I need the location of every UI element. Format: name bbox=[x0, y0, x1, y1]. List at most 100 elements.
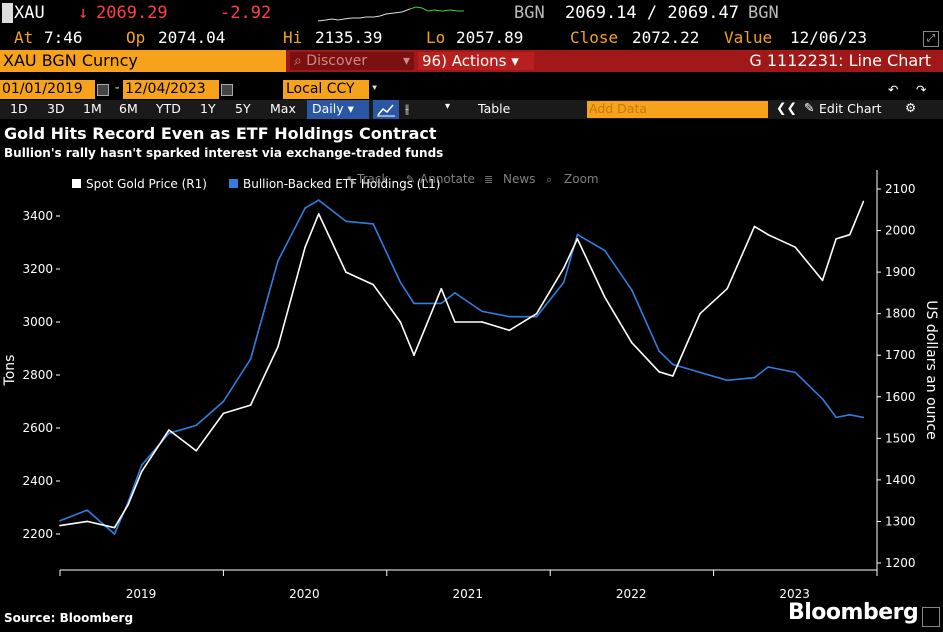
track-icon[interactable]: ⬉ bbox=[346, 173, 355, 186]
security-text: XAU BGN Curncy bbox=[3, 51, 138, 70]
table-button[interactable]: Table bbox=[478, 101, 511, 116]
period-1y[interactable]: 1Y bbox=[200, 101, 216, 116]
low-label: Lo bbox=[426, 28, 446, 47]
etf-holdings-point bbox=[140, 464, 143, 466]
etf-holdings-point bbox=[753, 376, 756, 379]
track-button[interactable]: Track bbox=[356, 172, 388, 186]
gold-price-point bbox=[168, 429, 170, 431]
etf-holdings-point bbox=[399, 281, 402, 284]
etf-holdings-point bbox=[249, 358, 252, 360]
etf-holdings-point bbox=[794, 371, 797, 374]
menu-toggle-icon[interactable] bbox=[2, 3, 13, 23]
x-tick-label: 2020 bbox=[289, 587, 320, 601]
news-button[interactable]: News bbox=[503, 172, 535, 186]
zoom-button[interactable]: Zoom bbox=[564, 172, 599, 186]
net-change: -2.92 bbox=[220, 3, 272, 23]
etf-holdings-point bbox=[277, 260, 279, 262]
chart-title: G 1112231: Line Chart bbox=[749, 51, 931, 70]
ticker-symbol[interactable]: XAU bbox=[14, 3, 45, 23]
add-data-placeholder: Add Data bbox=[589, 101, 648, 116]
right-tick-label: 1600 bbox=[885, 390, 916, 404]
etf-holdings-point bbox=[440, 302, 443, 305]
candlestick-icon[interactable]: ⫲ bbox=[405, 101, 410, 116]
etf-holdings-point bbox=[481, 310, 483, 313]
chart-overlay-menu: ⬉ Track ✎ Annotate ≣ News ⌕ Zoom bbox=[346, 172, 599, 186]
right-tick-label: 1200 bbox=[885, 556, 916, 570]
edit-chart-button[interactable]: Edit Chart bbox=[819, 101, 882, 116]
gold-price-point bbox=[304, 246, 306, 248]
etf-holdings-point bbox=[576, 233, 579, 236]
discover-button[interactable]: ⌕ Discover ▾ bbox=[290, 52, 414, 70]
frequency-select[interactable]: Daily ▾ bbox=[307, 100, 369, 119]
legend-gold-label: Spot Gold Price (R1) bbox=[86, 177, 207, 191]
redo-icon[interactable]: ↷ bbox=[916, 82, 927, 97]
period-1m[interactable]: 1M bbox=[83, 101, 102, 116]
gold-price-point bbox=[440, 287, 443, 290]
left-tick-label: 3200 bbox=[22, 262, 53, 276]
security-field[interactable]: XAU BGN Curncy bbox=[0, 50, 286, 72]
chevron-down-icon: ▾ bbox=[402, 53, 410, 69]
bid-ask: 2069.14 / 2069.47 bbox=[565, 3, 739, 23]
gold-price-point bbox=[535, 312, 538, 315]
right-axis: 1200 1300 1400 1500 1600 1700 1800 1900 2000 2100 bbox=[876, 170, 916, 570]
add-data-input[interactable]: Add Data bbox=[587, 101, 768, 118]
collapse-icon[interactable]: ❮❮ bbox=[776, 100, 797, 115]
etf-holdings-point bbox=[317, 199, 320, 201]
chevron-down-icon[interactable]: ▾ bbox=[445, 101, 451, 112]
value-label: Value bbox=[724, 28, 773, 47]
high-label: Hi bbox=[283, 28, 303, 47]
currency-select[interactable]: Local CCY bbox=[283, 80, 369, 99]
resize-icon[interactable]: ⤢ bbox=[923, 31, 939, 47]
window-resize-icon[interactable] bbox=[922, 607, 940, 627]
undo-icon[interactable]: ↶ bbox=[888, 82, 899, 97]
calendar-icon[interactable] bbox=[97, 84, 109, 96]
open-value: 2074.04 bbox=[158, 28, 226, 47]
etf-holdings-point bbox=[86, 509, 89, 511]
chart-toolbar: 1D 3D 1M 6M YTD 1Y 5Y Max Daily ▾ ⫲ ▾ Ta… bbox=[0, 82, 943, 119]
zoom-icon[interactable]: ⌕ bbox=[546, 173, 552, 186]
annotate-icon[interactable]: ✎ bbox=[406, 173, 415, 186]
gold-price-point bbox=[794, 246, 797, 248]
chart-headline: Gold Hits Record Even as ETF Holdings Co… bbox=[4, 124, 437, 143]
legend-gold-swatch bbox=[72, 179, 81, 188]
annotate-button[interactable]: Annotate bbox=[420, 172, 475, 186]
chevron-down-icon[interactable]: ▾ bbox=[371, 80, 379, 94]
news-icon[interactable]: ≣ bbox=[484, 173, 493, 186]
gold-price-point bbox=[699, 312, 701, 315]
start-date-input[interactable]: 01/01/2019 bbox=[0, 80, 95, 99]
command-bar: XAU BGN Curncy ⌕ Discover ▾ 96) Actions … bbox=[0, 50, 943, 72]
left-tick-label: 2600 bbox=[22, 421, 53, 435]
end-date-input[interactable]: 12/04/2023 bbox=[123, 80, 219, 99]
actions-menu[interactable]: 96) Actions ▾ bbox=[418, 52, 534, 70]
etf-holdings-point bbox=[835, 416, 837, 419]
value-date: 12/06/23 bbox=[790, 28, 868, 47]
period-6m[interactable]: 6M bbox=[119, 101, 138, 116]
gold-price-point bbox=[767, 233, 769, 236]
settings-icon[interactable]: ⚙ bbox=[905, 100, 917, 115]
right-tick-label: 2100 bbox=[885, 182, 916, 196]
edit-icon[interactable]: ✎ bbox=[804, 100, 815, 115]
period-1d[interactable]: 1D bbox=[10, 101, 28, 116]
plot bbox=[59, 199, 865, 535]
at-value: 7:46 bbox=[44, 28, 83, 47]
gold-price-point bbox=[86, 520, 89, 523]
period-ytd[interactable]: YTD bbox=[156, 101, 181, 116]
etf-holdings-point bbox=[862, 416, 865, 419]
right-tick-label: 1800 bbox=[885, 307, 916, 321]
gold-price-point bbox=[563, 267, 565, 269]
bloomberg-logo: Bloomberg bbox=[788, 600, 919, 625]
right-tick-label: 1300 bbox=[885, 514, 916, 528]
chart-subtitle: Bullion's rally hasn't sparked interest … bbox=[4, 146, 444, 160]
gold-price-point bbox=[481, 321, 483, 323]
line-style-button[interactable] bbox=[373, 100, 399, 119]
etf-holdings-point bbox=[454, 292, 456, 294]
period-5y[interactable]: 5Y bbox=[235, 101, 251, 116]
left-axis: 2200 2400 2600 2800 3000 3200 3400 bbox=[22, 209, 60, 541]
currency-label: Local CCY bbox=[286, 81, 355, 97]
calendar-icon[interactable] bbox=[221, 84, 233, 96]
period-max[interactable]: Max bbox=[270, 101, 296, 116]
etf-holdings-point bbox=[821, 398, 824, 400]
period-3d[interactable]: 3D bbox=[47, 101, 65, 116]
gold-price-point bbox=[113, 526, 116, 529]
